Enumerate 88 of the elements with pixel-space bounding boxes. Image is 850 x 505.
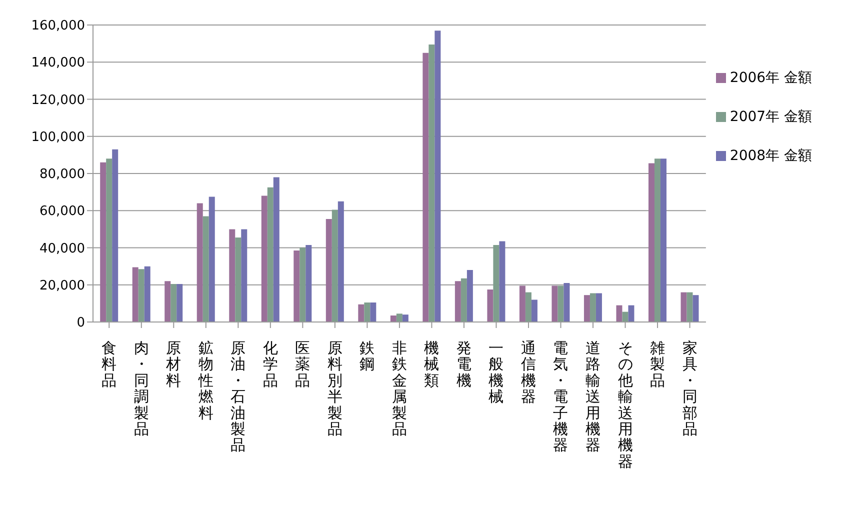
x-tick-label: 一般機械: [488, 339, 504, 406]
bar: [138, 269, 144, 322]
bar: [396, 314, 402, 322]
x-tick-label: 発電機: [456, 339, 472, 390]
bar: [434, 30, 441, 322]
x-tick-label: 家具・同部品: [682, 339, 698, 438]
bar: [196, 203, 203, 322]
bar: [273, 177, 280, 322]
bar: [422, 52, 429, 322]
bar: [596, 293, 602, 322]
bar: [552, 286, 558, 322]
x-tick-label: 原油・石油製品: [230, 339, 246, 454]
bar: [358, 304, 364, 322]
bar: [267, 187, 274, 322]
bar: [466, 270, 473, 322]
bar: [332, 210, 338, 322]
x-tick-label: その他輸送用機器: [618, 339, 633, 470]
x-tick-label: 化学品: [262, 339, 278, 390]
y-tick-label: 60,000: [40, 204, 85, 220]
bar: [112, 149, 118, 322]
bar: [208, 196, 215, 322]
bar: [590, 293, 596, 322]
bar: [493, 244, 500, 322]
bar: [306, 244, 312, 322]
y-tick-label: 120,000: [31, 92, 85, 108]
bar: [202, 216, 209, 322]
bar: [531, 300, 538, 322]
x-tick-label: 通信機器: [520, 339, 536, 406]
x-tick-label: 鉄鋼: [360, 339, 375, 374]
x-tick-label: 雑製品: [650, 339, 666, 390]
bar: [460, 278, 467, 322]
bar: [654, 158, 660, 322]
bar: [525, 292, 532, 322]
bar: [300, 248, 306, 322]
bar: [622, 312, 628, 322]
bar: [132, 267, 138, 322]
y-tick-label: 40,000: [40, 241, 85, 256]
y-tick-label: 80,000: [40, 167, 85, 182]
y-tick-label: 0: [76, 316, 85, 331]
bar: [364, 302, 370, 322]
bar: [584, 295, 590, 322]
bar: [558, 286, 564, 322]
x-tick-label: 肉・同調製品: [134, 339, 149, 438]
bar: [261, 196, 268, 322]
bar: [164, 281, 171, 322]
bar: [338, 201, 344, 322]
bar: [294, 250, 300, 322]
x-tick-label: 鉱物性燃料: [197, 339, 214, 422]
bar: [564, 283, 570, 322]
bar: [402, 314, 408, 322]
y-tick-label: 20,000: [40, 278, 85, 294]
x-tick-label: 原材料: [165, 339, 182, 390]
bar: [106, 158, 112, 322]
bar: [235, 238, 242, 322]
x-tick-label: 原料別半製品: [327, 339, 342, 438]
bar: [100, 162, 106, 322]
bar: [628, 305, 634, 322]
x-tick-label: 医薬品: [295, 339, 310, 390]
legend-label: 2007年 金額: [730, 109, 812, 125]
bar: [648, 163, 654, 322]
bar: [428, 44, 435, 322]
bar: [692, 295, 699, 322]
bar: [390, 316, 396, 322]
bar: [241, 229, 248, 322]
x-tick-label: 食料品: [102, 339, 117, 390]
y-tick-label: 160,000: [31, 18, 85, 34]
bar: [229, 229, 236, 322]
bar: [686, 292, 693, 322]
bar: [680, 292, 687, 322]
bar: [499, 241, 506, 322]
x-tick-label: 道路輸送用機器: [586, 339, 600, 454]
x-tick-label: 電気・電子機器: [553, 339, 568, 454]
bar: [170, 284, 177, 322]
x-tick-label: 機械類: [424, 339, 440, 390]
y-tick-label: 140,000: [31, 56, 85, 71]
bar: [326, 218, 332, 322]
y-tick-label: 100,000: [31, 130, 85, 145]
bar: [487, 290, 494, 322]
bar: [176, 284, 183, 322]
bar: [660, 158, 666, 322]
bar: [616, 305, 622, 322]
bar: [519, 286, 526, 322]
legend-label: 2006年 金額: [730, 70, 812, 86]
bar: [144, 266, 150, 322]
bar: [454, 281, 461, 322]
legend-label: 2008年 金額: [730, 148, 812, 164]
bar: [370, 302, 376, 322]
x-tick-label: 非鉄金属製品: [392, 339, 407, 438]
